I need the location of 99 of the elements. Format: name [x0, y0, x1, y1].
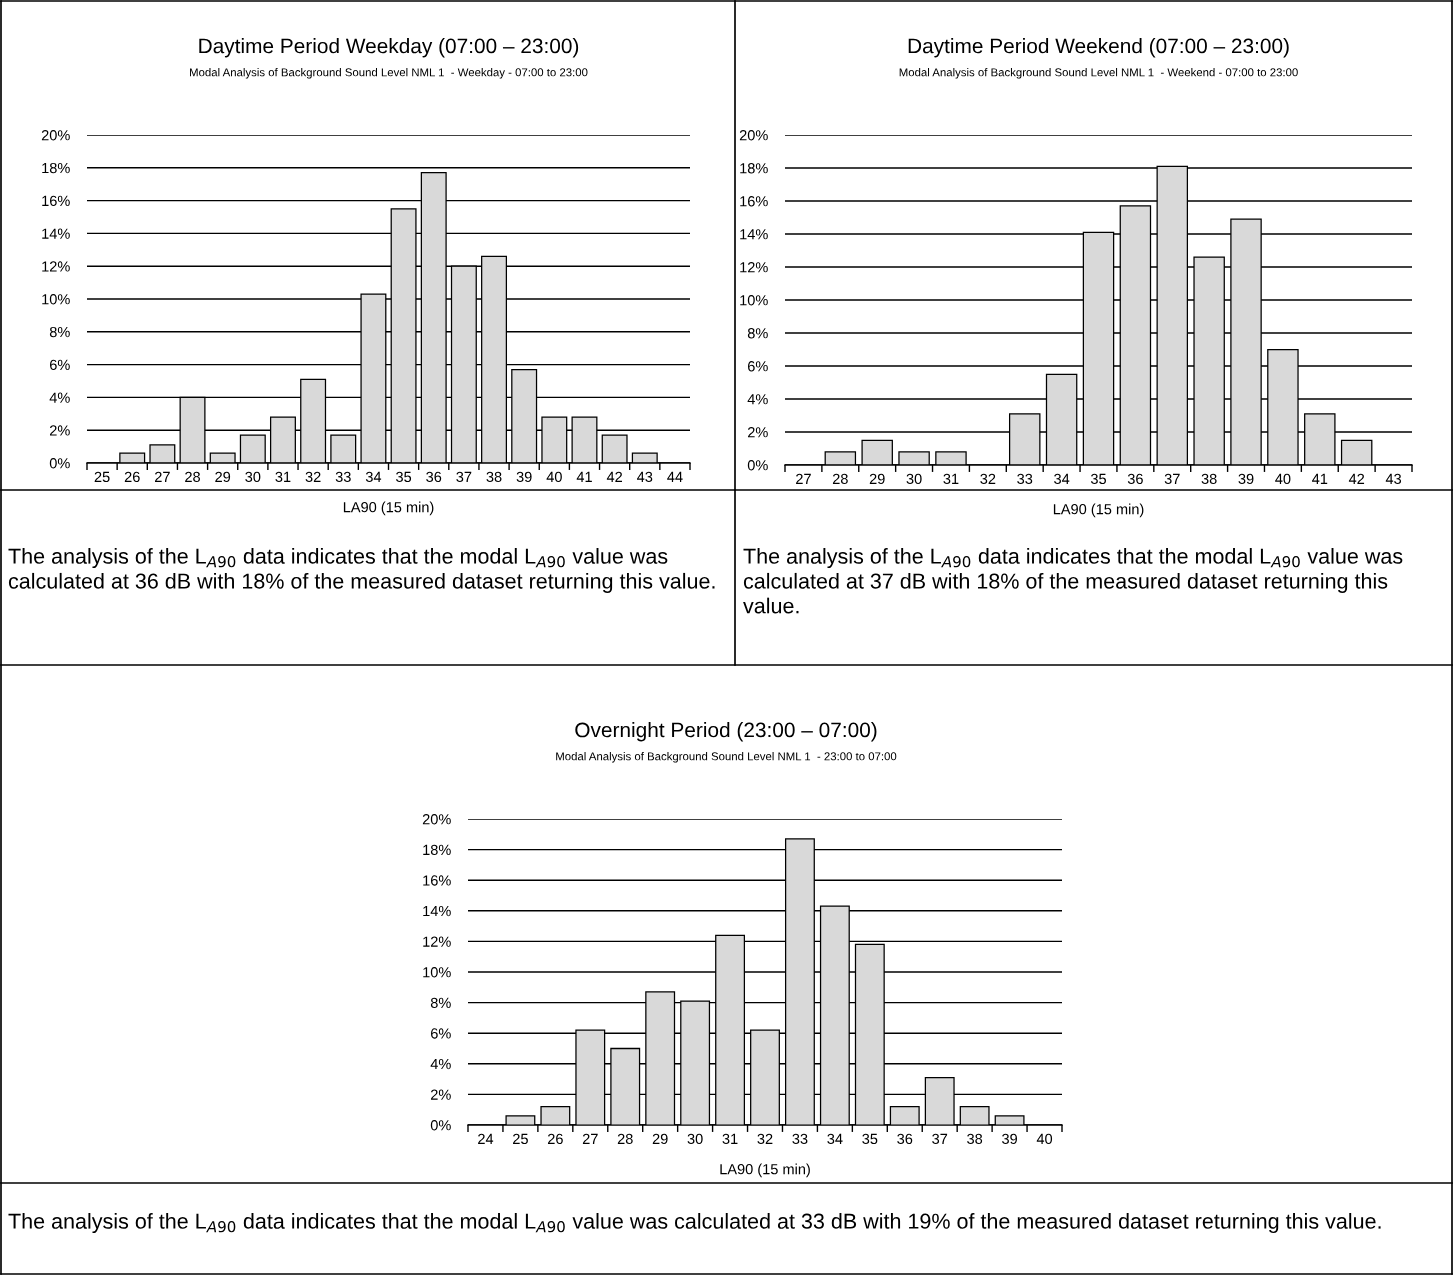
chart-subtitle: Modal Analysis of Background Sound Level NML 1 - Weekend - 07:00 to 23:00 [899, 68, 1298, 79]
y-tick-label: 10% [423, 967, 451, 978]
x-tick-label: 37 [1164, 473, 1180, 485]
x-tick-label: 29 [215, 471, 231, 483]
y-tick-label: 10% [740, 295, 768, 306]
y-tick-label: 18% [42, 162, 70, 174]
text: The analysis of the L$_{A90}$ data indicates that the modal L$_{A90}$ value was calculated at 36 dB with 18% of the measured dataset returning this value. [8, 548, 715, 593]
text: The analysis of the L$_{A90}$ data indicates that the modal L$_{A90}$ value was calculated at 33 dB with 19% of the measured dataset returning this value. [8, 1213, 1381, 1234]
y-tick-label: 6% [50, 359, 70, 371]
y-tick-label: 4% [747, 394, 768, 405]
y-tick-label: 14% [423, 905, 451, 917]
chart-title: Daytime Period Weekend (07:00 – 23:00) [908, 38, 1289, 58]
x-tick-label: 43 [637, 471, 653, 483]
x-tick-label: 29 [652, 1133, 668, 1145]
x-tick-label: 44 [667, 471, 683, 482]
y-tick-label: 2% [747, 427, 768, 438]
y-tick-label: 14% [42, 228, 70, 239]
x-tick-label: 35 [1090, 473, 1106, 485]
x-tick-label: 28 [617, 1133, 633, 1145]
x-tick-label: 27 [155, 471, 170, 482]
y-tick-label: 6% [748, 361, 768, 372]
y-tick-label: 8% [747, 328, 768, 339]
chart-subtitle: Modal Analysis of Background Sound Level NML 1 - 23:00 to 07:00 [556, 752, 897, 763]
x-axis-title: LA90 (15 min) [720, 1163, 810, 1178]
y-tick-label: 4% [430, 1058, 451, 1070]
x-tick-label: 27 [582, 1133, 598, 1144]
x-tick-label: 39 [516, 471, 532, 483]
y-tick-label: 4% [49, 392, 70, 403]
x-tick-label: 28 [185, 471, 200, 483]
x-tick-label: 33 [792, 1133, 808, 1145]
y-tick-label: 12% [740, 262, 768, 273]
x-tick-label: 40 [546, 471, 562, 483]
y-tick-label: 20% [41, 130, 70, 141]
x-tick-label: 30 [687, 1133, 703, 1145]
y-tick-label: 0% [49, 458, 70, 469]
text: The analysis of the L$_{A90}$ data indicates that the modal L$_{A90}$ value was calculated at 37 dB with 18% of the measured dataset returning this value. [743, 548, 1403, 614]
x-tick-label: 42 [606, 471, 622, 482]
x-axis-title: LA90 (15 min) [1053, 503, 1144, 518]
x-tick-label: 32 [757, 1133, 773, 1145]
x-tick-label: 36 [1127, 473, 1143, 485]
y-tick-label: 16% [423, 875, 451, 886]
y-tick-label: 20% [739, 130, 768, 141]
x-tick-label: 33 [1017, 473, 1033, 485]
x-tick-label: 36 [426, 471, 442, 483]
x-tick-label: 43 [1385, 473, 1402, 485]
y-tick-label: 14% [740, 229, 768, 240]
x-tick-label: 38 [1201, 473, 1217, 485]
x-tick-label: 31 [722, 1133, 738, 1145]
x-tick-label: 29 [869, 473, 885, 485]
y-tick-label: 16% [42, 195, 70, 207]
y-tick-label: 8% [49, 326, 70, 338]
x-tick-label: 32 [980, 473, 996, 485]
x-tick-label: 32 [305, 471, 321, 483]
y-tick-label: 0% [430, 1120, 451, 1131]
x-tick-label: 28 [832, 473, 848, 485]
x-tick-label: 41 [1312, 473, 1328, 484]
y-tick-label: 20% [422, 814, 451, 825]
x-tick-label: 41 [576, 471, 592, 482]
x-tick-label: 42 [1348, 473, 1365, 484]
y-tick-label: 6% [431, 1028, 451, 1039]
x-tick-label: 33 [335, 471, 351, 483]
x-tick-label: 34 [365, 471, 382, 483]
x-tick-label: 26 [124, 471, 140, 483]
x-tick-label: 37 [456, 471, 472, 483]
x-tick-label: 25 [513, 1133, 528, 1145]
x-axis-title: LA90 (15 min) [343, 501, 434, 516]
x-tick-label: 38 [967, 1133, 983, 1145]
y-tick-label: 16% [740, 196, 768, 207]
x-tick-label: 35 [396, 471, 412, 483]
x-tick-label: 34 [827, 1133, 843, 1145]
x-tick-label: 39 [1238, 473, 1254, 485]
x-tick-label: 26 [547, 1133, 563, 1145]
x-tick-label: 39 [1002, 1133, 1018, 1145]
x-tick-label: 31 [943, 473, 959, 485]
x-tick-label: 40 [1036, 1133, 1053, 1145]
x-tick-label: 24 [478, 1133, 494, 1144]
chart-subtitle: Modal Analysis of Background Sound Level NML 1 - Weekday - 07:00 to 23:00 [190, 68, 588, 79]
chart-title: Overnight Period (23:00 – 07:00) [575, 722, 877, 742]
x-tick-label: 30 [245, 471, 261, 483]
chart-title: Daytime Period Weekday (07:00 – 23:00) [199, 38, 579, 58]
y-tick-label: 2% [49, 425, 70, 436]
x-tick-label: 27 [796, 473, 811, 484]
y-tick-label: 12% [423, 936, 451, 947]
x-tick-label: 36 [897, 1133, 913, 1145]
x-tick-label: 34 [1054, 473, 1070, 485]
x-tick-label: 35 [862, 1133, 878, 1145]
y-tick-label: 10% [42, 294, 70, 305]
x-tick-label: 31 [275, 471, 291, 483]
y-tick-label: 18% [740, 163, 768, 174]
x-tick-label: 25 [94, 471, 110, 483]
x-tick-label: 37 [932, 1133, 948, 1145]
y-tick-label: 8% [430, 997, 451, 1009]
y-tick-label: 12% [42, 261, 70, 272]
x-tick-label: 38 [486, 471, 502, 483]
y-tick-label: 0% [747, 460, 768, 471]
x-tick-label: 40 [1275, 473, 1291, 485]
x-tick-label: 30 [906, 473, 922, 485]
y-tick-label: 18% [423, 844, 451, 856]
y-tick-label: 2% [430, 1089, 451, 1100]
